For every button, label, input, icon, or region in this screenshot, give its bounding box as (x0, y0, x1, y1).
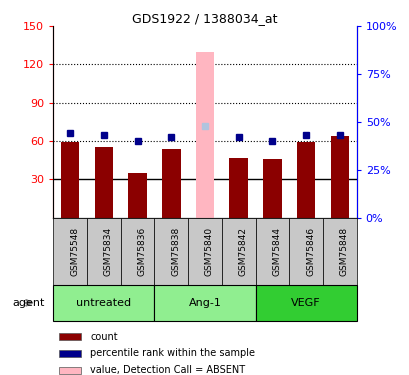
Bar (263, 159, 281, 218)
Text: GSM75838: GSM75838 (171, 226, 180, 276)
Bar (59, 333, 81, 340)
Bar (195, 52, 214, 217)
Bar (162, 148, 180, 217)
Text: agent: agent (12, 298, 45, 308)
Bar (188, 217, 221, 285)
Bar (59, 367, 81, 374)
Bar (87, 217, 120, 285)
Bar (229, 158, 247, 218)
Text: GSM75548: GSM75548 (70, 226, 79, 276)
Text: GSM75834: GSM75834 (103, 226, 112, 276)
Bar (128, 173, 146, 217)
Bar (296, 142, 315, 218)
Bar (221, 217, 255, 285)
Title: GDS1922 / 1388034_at: GDS1922 / 1388034_at (132, 12, 277, 25)
Bar (322, 217, 356, 285)
Bar (154, 285, 255, 321)
Text: untreated: untreated (76, 298, 131, 308)
Text: Ang-1: Ang-1 (188, 298, 221, 308)
Bar (330, 136, 348, 218)
Bar (59, 350, 81, 357)
Text: value, Detection Call = ABSENT: value, Detection Call = ABSENT (90, 365, 245, 375)
Bar (154, 217, 188, 285)
Text: VEGF: VEGF (291, 298, 320, 308)
Bar (94, 147, 113, 218)
Text: GSM75848: GSM75848 (339, 226, 348, 276)
Bar (255, 217, 289, 285)
Bar (255, 285, 356, 321)
Text: percentile rank within the sample: percentile rank within the sample (90, 348, 255, 358)
Bar (53, 285, 154, 321)
Text: GSM75836: GSM75836 (137, 226, 146, 276)
Text: GSM75842: GSM75842 (238, 227, 247, 276)
Bar (289, 217, 322, 285)
Text: count: count (90, 332, 118, 342)
Bar (53, 217, 87, 285)
Text: GSM75840: GSM75840 (204, 226, 213, 276)
Bar (61, 142, 79, 218)
Text: GSM75846: GSM75846 (306, 226, 315, 276)
Text: GSM75844: GSM75844 (272, 227, 281, 276)
Bar (120, 217, 154, 285)
